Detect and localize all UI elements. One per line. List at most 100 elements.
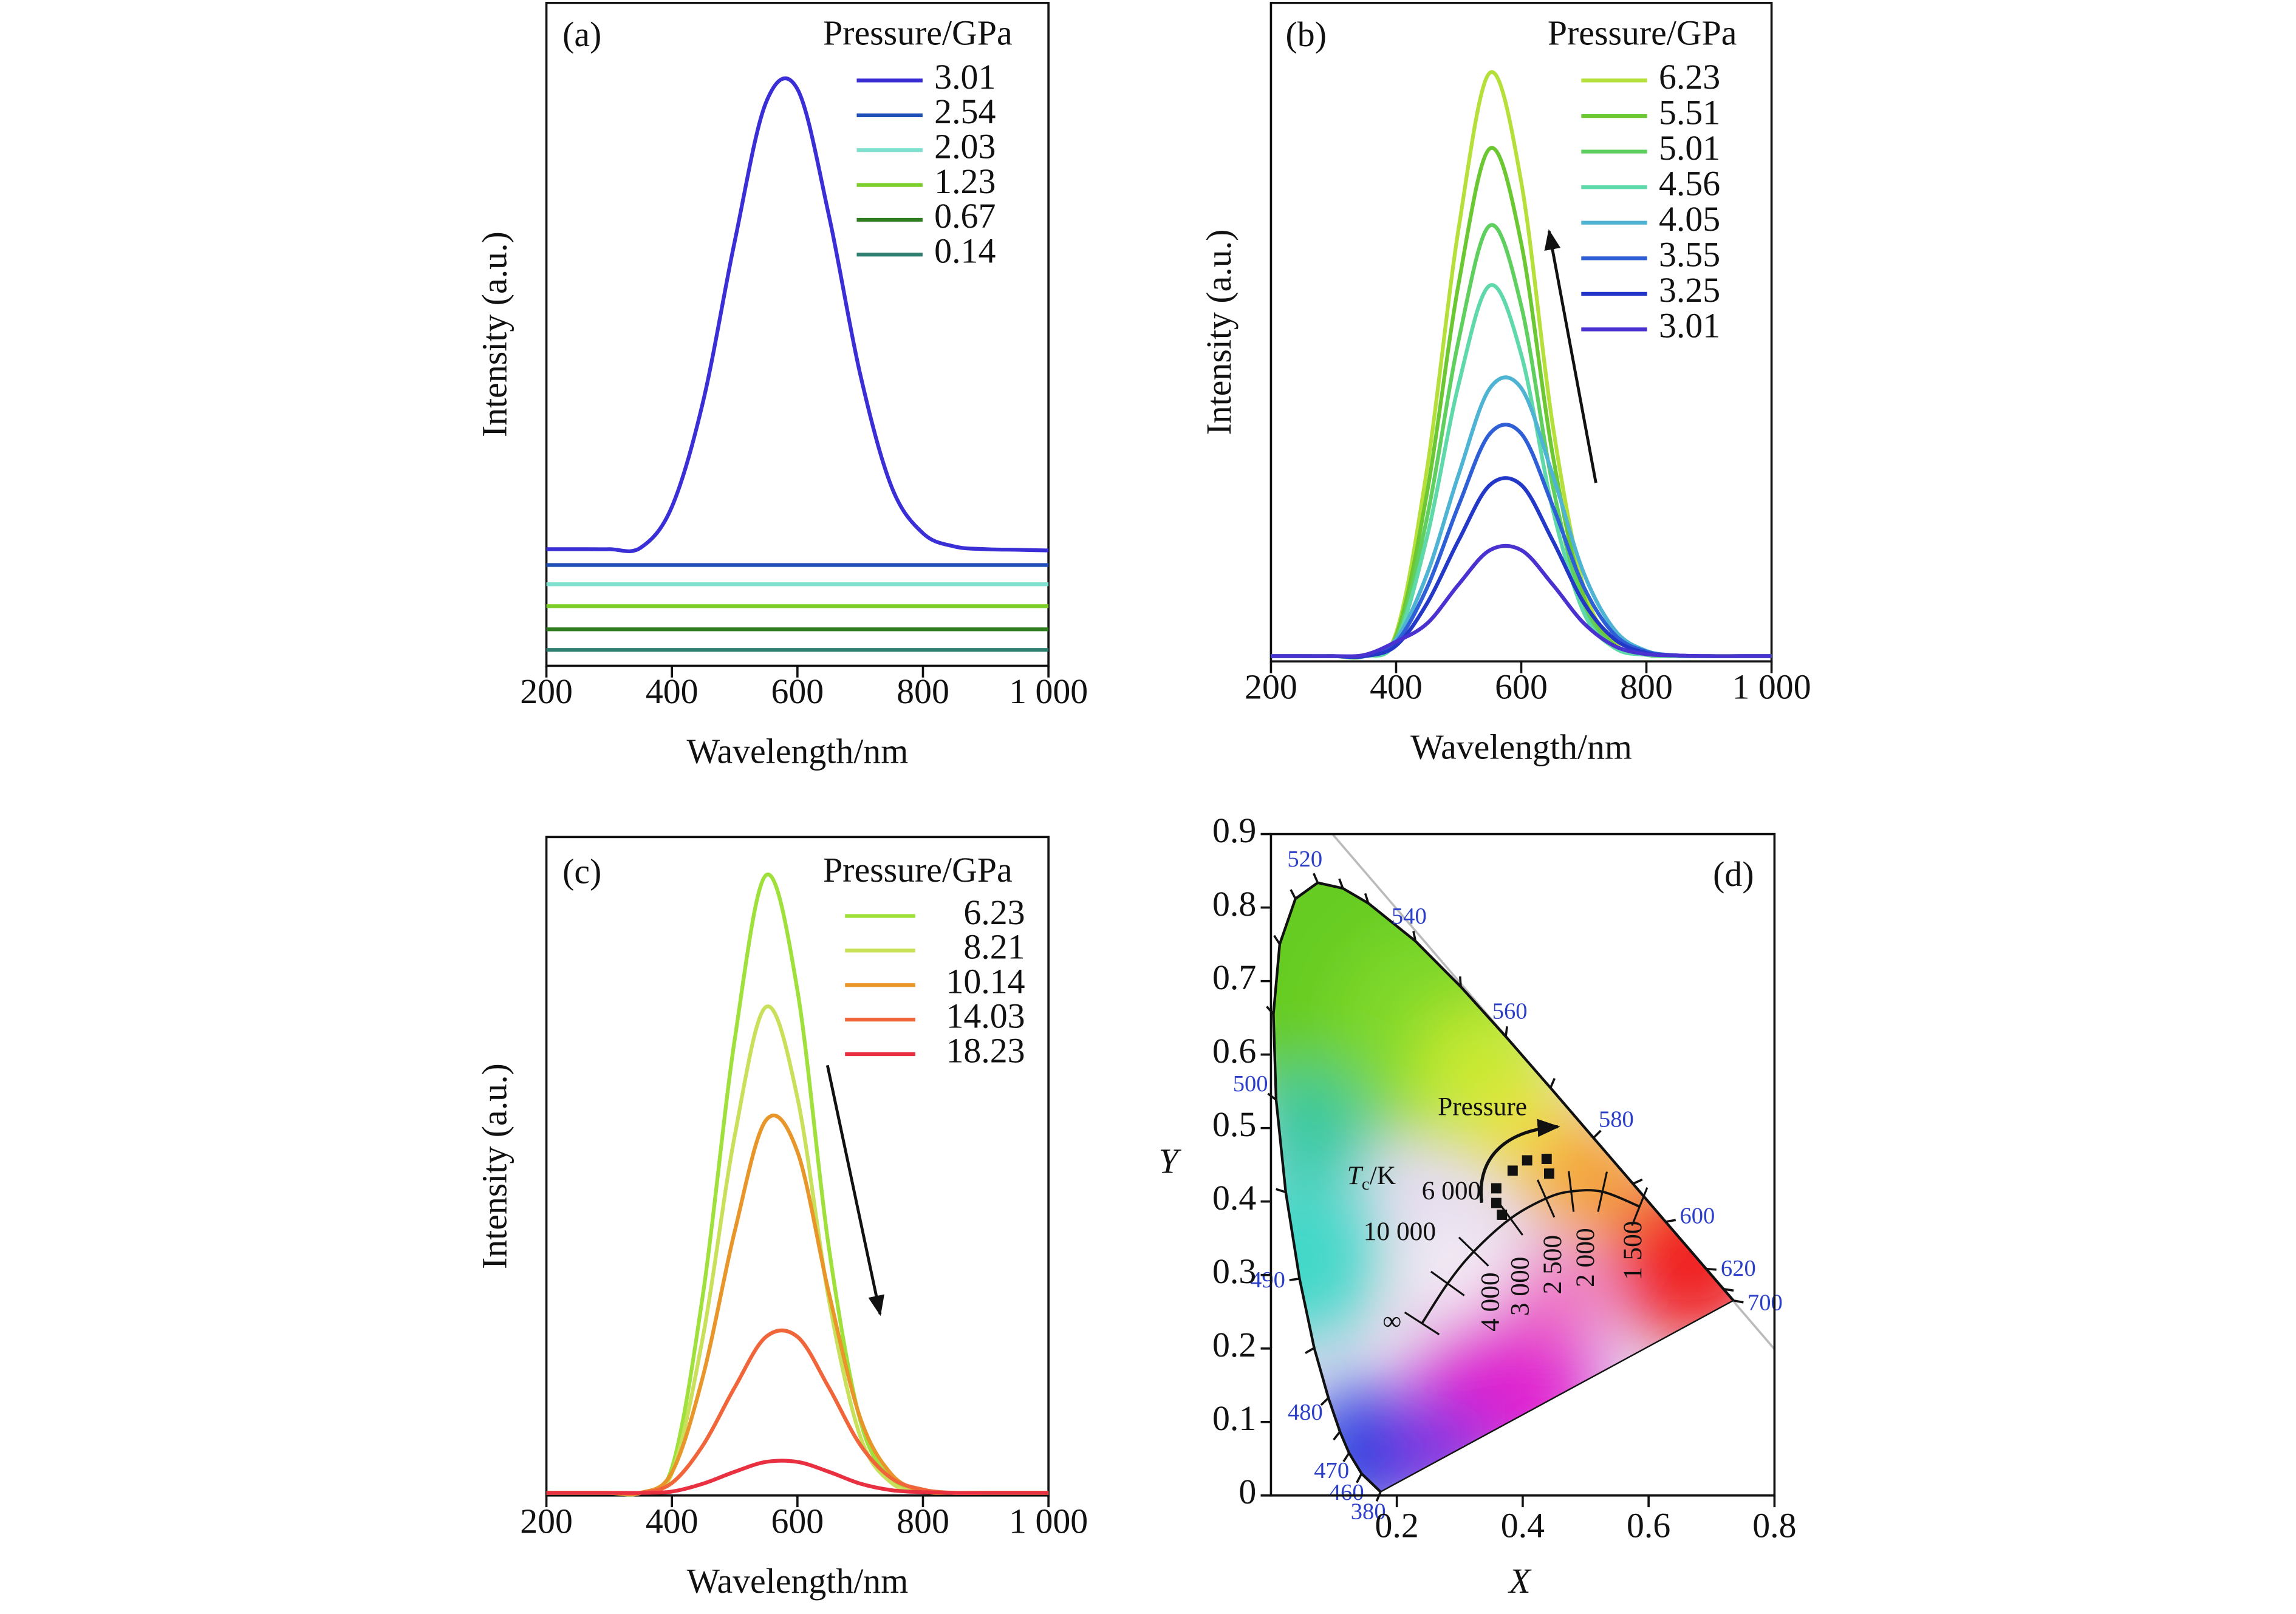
- spectrum-line: [1271, 423, 1772, 659]
- x-tick-label: 200: [1245, 667, 1297, 707]
- y-tick-label: 0.4: [1212, 1178, 1256, 1217]
- wavelength-label: 490: [1250, 1267, 1285, 1293]
- locus-tick: [1333, 1431, 1341, 1441]
- spectrum-line: [546, 1328, 1049, 1496]
- legend-label: 3.25: [1659, 270, 1720, 310]
- y-axis-title: Intensity (a.u.): [1199, 230, 1239, 435]
- wavelength-label: 380: [1351, 1499, 1386, 1524]
- y-tick-label: 0.5: [1212, 1105, 1256, 1144]
- x-tick-label: 400: [646, 1501, 699, 1541]
- tc-label: Tc/K: [1347, 1161, 1396, 1194]
- locus-tick: [1338, 878, 1344, 889]
- legend-label: 0.67: [934, 196, 996, 236]
- panel-label: (c): [562, 851, 601, 891]
- spectrum-line: [546, 76, 1049, 553]
- locus-tick: [1305, 1347, 1315, 1354]
- legend-label: 10.14: [946, 962, 1025, 1001]
- temperature-label: 4 000: [1476, 1272, 1505, 1332]
- temperature-label: 2 000: [1571, 1228, 1600, 1287]
- x-tick-label: 1 000: [1009, 672, 1088, 711]
- isotherm: [1597, 1171, 1608, 1212]
- x-tick-label: 0.6: [1627, 1505, 1670, 1545]
- x-tick-label: 800: [897, 1501, 949, 1541]
- spectrum-line: [1271, 476, 1772, 659]
- locus-tick: [1723, 1288, 1734, 1292]
- x-tick-label: 0.2: [1375, 1505, 1419, 1545]
- panel-label: (b): [1286, 15, 1327, 54]
- wavelength-label: 580: [1599, 1106, 1634, 1132]
- temperature-label: ∞: [1382, 1306, 1401, 1335]
- x-axis-title: X: [1508, 1561, 1532, 1601]
- chromaticity-point: [1543, 1168, 1554, 1179]
- spectrum-line: [1271, 543, 1772, 658]
- isotherm: [1458, 1236, 1489, 1267]
- chromaticity-point: [1541, 1154, 1552, 1164]
- isotherm: [1536, 1179, 1556, 1218]
- trend-arrow: [1544, 229, 1597, 483]
- chromaticity-point: [1497, 1210, 1508, 1220]
- locus-tick: [1706, 1267, 1717, 1271]
- legend-title: Pressure/GPa: [823, 850, 1013, 890]
- legend-label: 0.14: [934, 231, 996, 271]
- locus-tick: [1549, 1078, 1556, 1089]
- locus-tick: [1313, 873, 1319, 884]
- locus-tick: [1356, 1473, 1363, 1483]
- locus-tick: [1665, 1219, 1676, 1223]
- legend-label: 5.01: [1659, 128, 1720, 168]
- x-axis-title: Wavelength/nm: [1410, 727, 1632, 766]
- wavelength-label: 470: [1314, 1458, 1349, 1483]
- locus-tick: [1364, 893, 1370, 904]
- chromaticity-point: [1491, 1197, 1502, 1208]
- plot-frame: [545, 2, 1050, 667]
- legend-label: 6.23: [963, 893, 1025, 932]
- wavelength-label: 540: [1392, 904, 1427, 929]
- y-axis-title: Intensity (a.u.): [474, 1063, 514, 1269]
- isotherm: [1430, 1270, 1465, 1296]
- y-tick-label: 0.6: [1212, 1031, 1256, 1071]
- spectrum-line: [546, 1113, 1049, 1497]
- y-tick-label: 0: [1239, 1472, 1256, 1511]
- isotherm: [1404, 1311, 1440, 1336]
- locus-tick: [1342, 1452, 1350, 1462]
- y-tick-label: 0.8: [1212, 884, 1256, 924]
- y-tick-label: 0.7: [1212, 958, 1256, 997]
- legend-label: 4.05: [1659, 199, 1720, 239]
- legend-label: 6.23: [1659, 57, 1720, 97]
- wavelength-label: 480: [1288, 1400, 1323, 1425]
- pressure-arrow: [1479, 1119, 1560, 1204]
- legend-label: 18.23: [946, 1030, 1025, 1070]
- x-tick-label: 600: [1495, 667, 1548, 707]
- x-tick-label: 800: [1620, 667, 1673, 707]
- isotherm: [1631, 1187, 1649, 1226]
- x-tick-label: 400: [1370, 667, 1423, 707]
- isotherm: [1568, 1171, 1575, 1212]
- locus-tick: [1733, 1299, 1744, 1304]
- locus-tick: [1412, 931, 1417, 942]
- legend-label: 2.03: [934, 127, 996, 166]
- locus-tick: [1505, 1026, 1508, 1037]
- legend-label: 8.21: [963, 927, 1025, 967]
- legend-label: 3.55: [1659, 235, 1720, 274]
- x-tick-label: 0.4: [1501, 1505, 1545, 1545]
- color-region: [1512, 1248, 1607, 1342]
- isotherm: [1497, 1201, 1523, 1236]
- legend-title: Pressure/GPa: [1548, 13, 1737, 53]
- temperature-label: 3 000: [1506, 1257, 1535, 1316]
- planckian-locus: [1421, 1189, 1641, 1324]
- trend-arrow: [825, 1064, 884, 1316]
- locus-tick: [1273, 935, 1281, 945]
- wavelength-label: 520: [1287, 846, 1322, 872]
- x-tick-label: 1 000: [1009, 1501, 1088, 1541]
- purple-line: [1380, 1299, 1734, 1493]
- legend-label: 3.01: [934, 57, 996, 97]
- gamut-fill: [1273, 882, 1734, 1492]
- spectrum-line: [1271, 375, 1772, 659]
- temperature-label: 6 000: [1422, 1176, 1481, 1205]
- y-tick-label: 0.3: [1212, 1251, 1256, 1291]
- x-tick-label: 400: [646, 672, 699, 711]
- x-tick-label: 600: [771, 672, 824, 711]
- tc-unit: /K: [1370, 1161, 1396, 1190]
- x-tick-label: 0.8: [1752, 1505, 1796, 1545]
